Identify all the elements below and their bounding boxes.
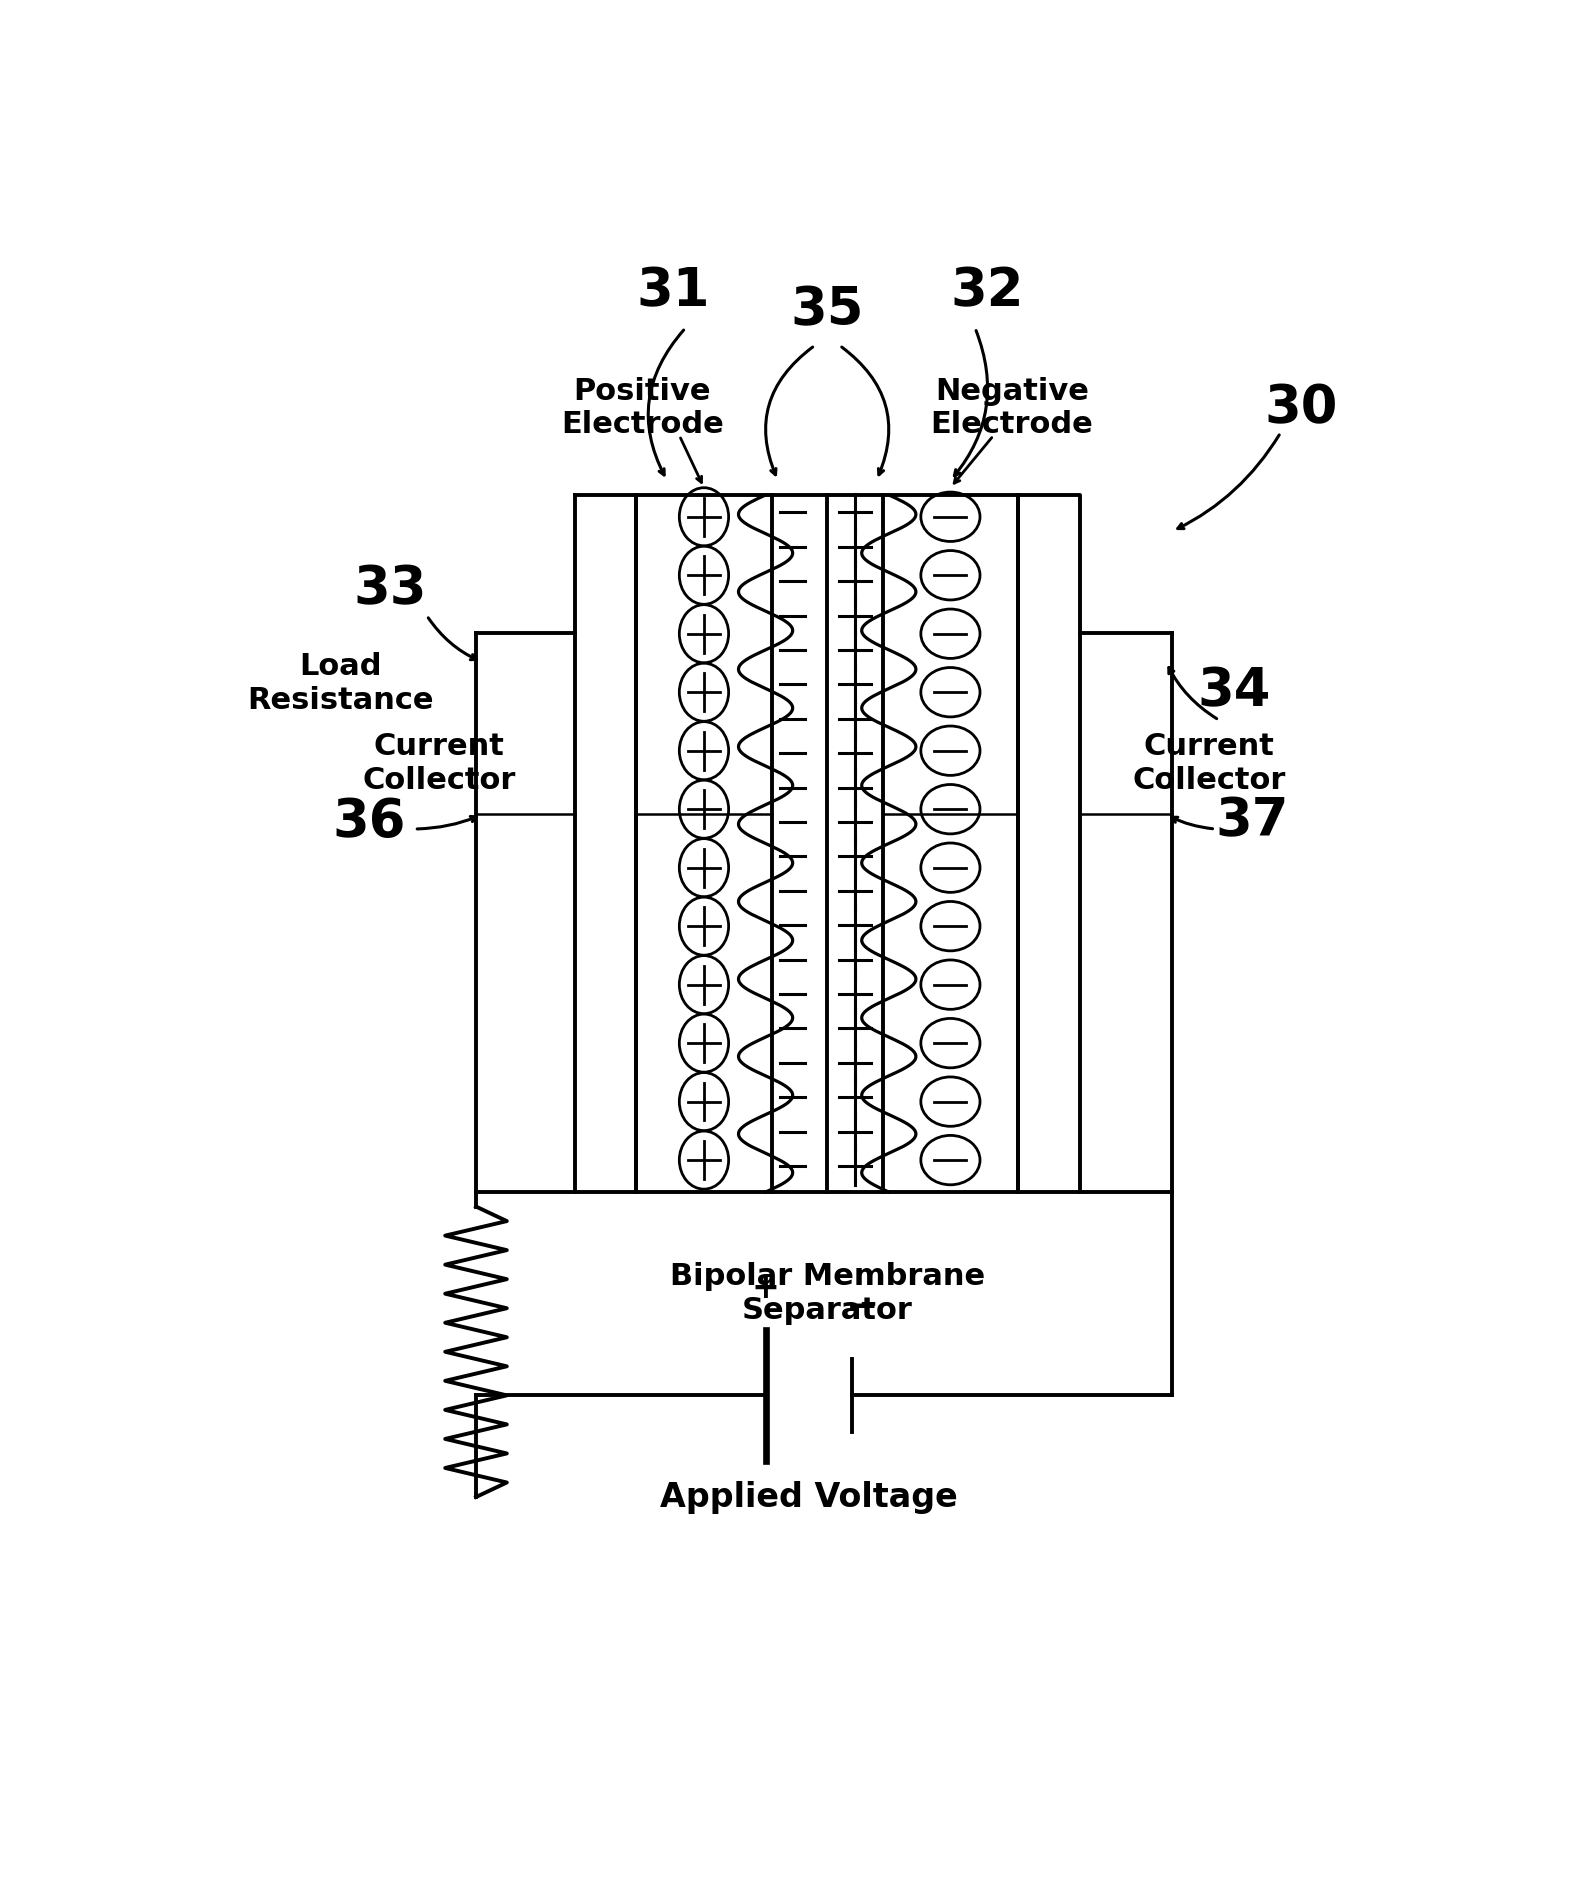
Text: Positive
Electrode: Positive Electrode — [561, 377, 723, 439]
Text: 32: 32 — [951, 266, 1024, 317]
Text: 35: 35 — [790, 285, 863, 336]
Text: Current
Collector: Current Collector — [1132, 732, 1286, 794]
Text: Applied Voltage: Applied Voltage — [660, 1481, 957, 1513]
Text: 31: 31 — [636, 266, 709, 317]
Text: −: − — [846, 1288, 878, 1326]
Text: Bipolar Membrane
Separator: Bipolar Membrane Separator — [669, 1262, 984, 1326]
Text: 36: 36 — [332, 796, 405, 847]
Text: Load
Resistance: Load Resistance — [246, 653, 434, 715]
Text: 33: 33 — [353, 564, 426, 615]
Text: 37: 37 — [1216, 796, 1289, 847]
Text: +: + — [752, 1273, 779, 1305]
Text: Current
Collector: Current Collector — [363, 732, 515, 794]
Text: 34: 34 — [1197, 666, 1270, 717]
Text: 30: 30 — [1266, 381, 1339, 434]
Text: Negative
Electrode: Negative Electrode — [930, 377, 1094, 439]
